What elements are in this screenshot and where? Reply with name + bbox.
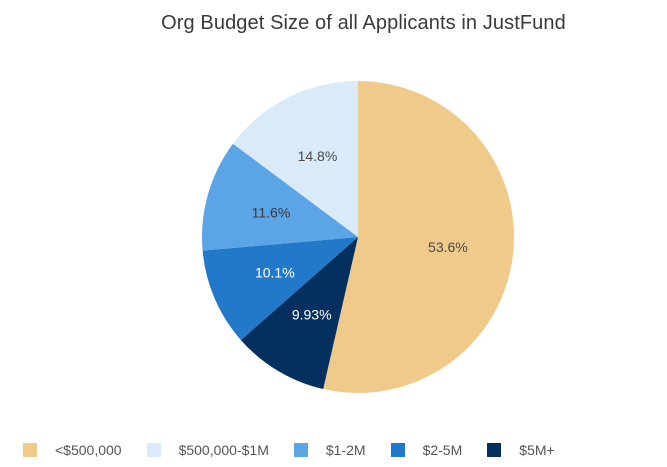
slice-label-3: 11.6% [252, 204, 291, 220]
legend-item-0[interactable]: <$500,000 [23, 442, 122, 458]
pie-slice-1[interactable] [240, 237, 358, 390]
legend-swatch [293, 443, 308, 457]
legend-item-1[interactable]: $500,000-$1M [146, 442, 269, 458]
slice-label-1: 9.93% [292, 307, 332, 323]
legend-item-2[interactable]: $1-2M [293, 442, 366, 458]
legend-item-4[interactable]: $5M+ [487, 442, 555, 458]
legend-label: <$500,000 [55, 442, 122, 458]
legend-label: $500,000-$1M [178, 442, 269, 458]
legend-swatch [487, 443, 502, 457]
legend-swatch [390, 443, 405, 457]
legend-label: $2-5M [422, 442, 463, 458]
pie-slice-2[interactable] [202, 237, 358, 341]
legend-label: $1-2M [325, 442, 366, 458]
legend-item-3[interactable]: $2-5M [390, 442, 463, 458]
legend: <$500,000 $500,000-$1M $1-2M $2-5M $5M+ [23, 440, 580, 460]
pie-slice-4[interactable] [232, 81, 358, 237]
slice-label-2: 10.1% [255, 265, 295, 281]
slice-label-4: 14.8% [298, 148, 338, 164]
slice-label-0: 53.6% [428, 239, 468, 255]
chart-title: Org Budget Size of all Applicants in Jus… [161, 12, 566, 34]
legend-swatch [23, 443, 37, 457]
legend-swatch [146, 443, 161, 457]
pie-slice-3[interactable] [202, 143, 358, 251]
legend-label: $5M+ [519, 442, 555, 458]
pie-slice-0[interactable] [323, 81, 514, 393]
